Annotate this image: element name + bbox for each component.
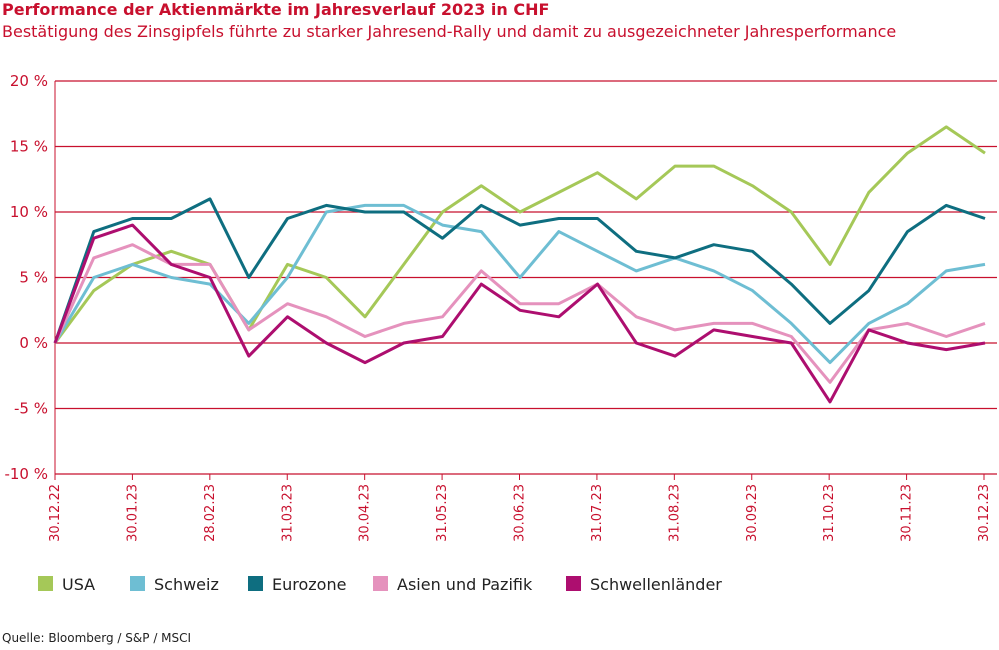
x-tick-label: 31.08.23	[667, 484, 682, 542]
y-tick-label: 0 %	[19, 334, 48, 352]
x-tick-label: 31.07.23	[590, 484, 605, 542]
x-tick-label: 31.03.23	[280, 484, 295, 542]
y-tick-label: -10 %	[4, 465, 48, 483]
x-tick-label: 31.05.23	[435, 484, 450, 542]
legend-label: USA	[62, 575, 95, 594]
legend-swatch	[566, 576, 581, 591]
series-line-schweiz	[53, 203, 986, 365]
legend-label: Schweiz	[154, 575, 219, 594]
legend-swatch	[38, 576, 53, 591]
x-tick-label: 30.06.23	[513, 484, 528, 542]
y-tick-label: 15 %	[10, 138, 48, 156]
legend-swatch	[248, 576, 263, 591]
legend-label: Asien und Pazifik	[397, 575, 533, 594]
series-layer	[53, 125, 986, 404]
x-tick-label: 30.09.23	[745, 484, 760, 542]
y-tick-label: 20 %	[10, 72, 48, 90]
series-line-asien-und-pazifik	[53, 243, 986, 384]
x-tick-label: 30.12.22	[48, 484, 63, 542]
grid-layer: 20 % 15 % 10 % 5 % 0 % -5 % -10 %	[4, 72, 997, 483]
chart-title: Performance der Aktienmärkte im Jahresve…	[2, 0, 550, 19]
x-tick-label: 30.01.23	[125, 484, 140, 542]
legend: USA Schweiz Eurozone Asien und Pazifik Schwe…	[38, 575, 722, 594]
legend-label: Eurozone	[272, 575, 346, 594]
y-tick-label: 5 %	[19, 269, 48, 287]
legend-label: Schwellenländer	[590, 575, 722, 594]
series-line-eurozone	[53, 197, 986, 344]
legend-swatch	[373, 576, 388, 591]
y-tick-label: 10 %	[10, 203, 48, 221]
x-tick-label: 31.10.23	[822, 484, 837, 542]
legend-swatch	[130, 576, 145, 591]
y-tick-label: -5 %	[14, 400, 48, 418]
x-tick-label: 30.12.23	[977, 484, 992, 542]
x-axis: 30.12.22 30.01.23 28.02.23 31.03.23 30.04.23…	[48, 474, 992, 542]
x-tick-label: 30.11.23	[900, 484, 915, 542]
x-tick-label: 28.02.23	[203, 484, 218, 542]
x-tick-label: 30.04.23	[358, 484, 373, 542]
series-line-schwellenländer	[53, 223, 986, 404]
source-note: Quelle: Bloomberg / S&P / MSCI	[2, 631, 192, 645]
chart-subtitle: Bestätigung des Zinsgipfels führte zu st…	[2, 22, 897, 41]
